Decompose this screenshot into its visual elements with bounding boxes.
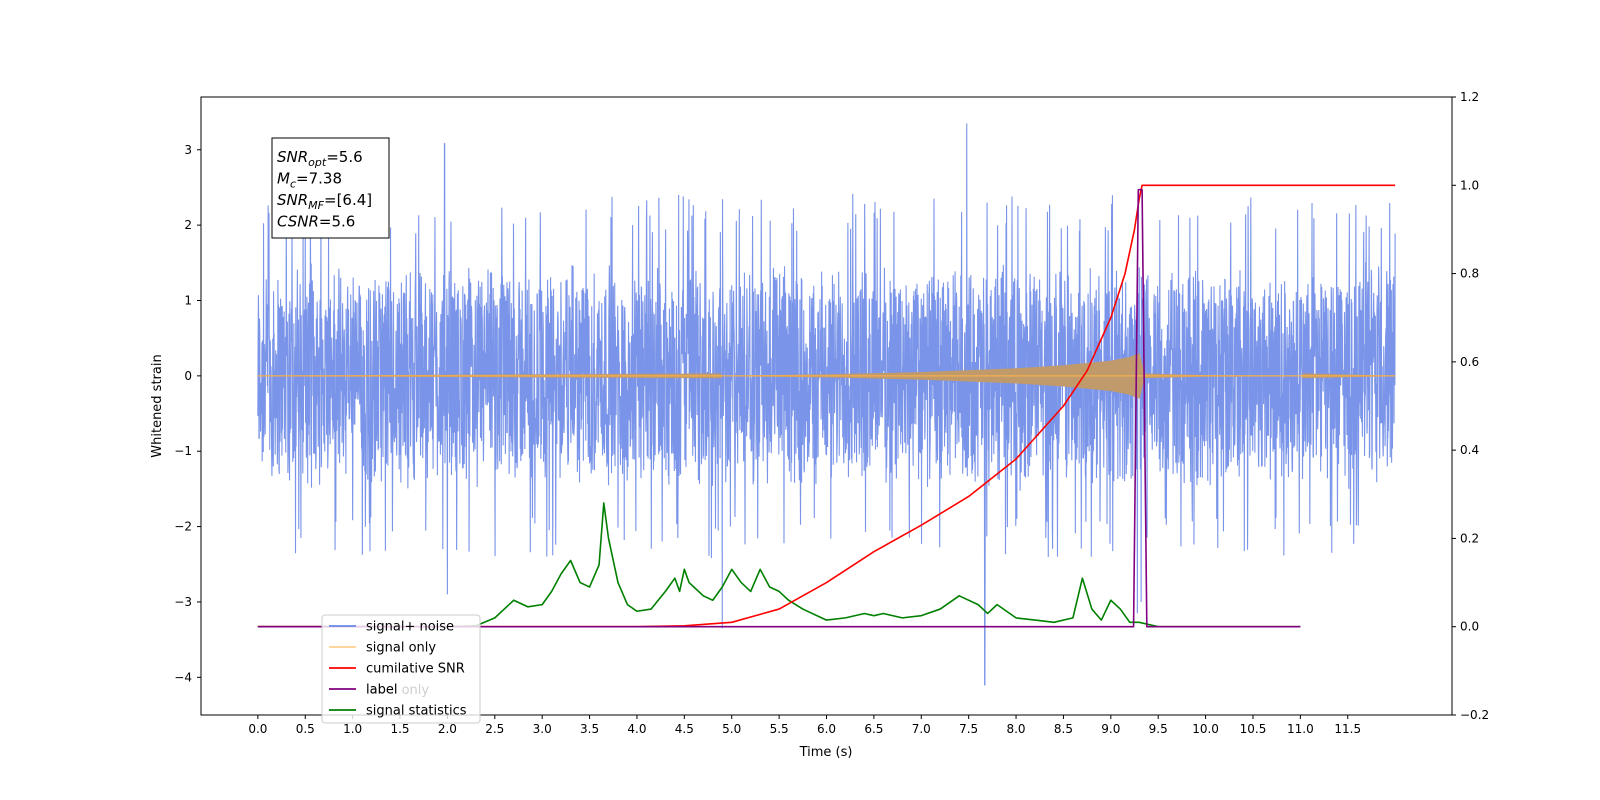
right-y-tick-label: 0.0 (1460, 620, 1479, 634)
left-y-tick-label: −4 (174, 670, 192, 684)
right-y-tick-label: 0.4 (1460, 443, 1479, 457)
legend-label-signal-only: signal only (366, 641, 436, 656)
annotation-line: SNRopt=5.6 (277, 148, 363, 169)
y-axis-label: Whitened strain (150, 354, 165, 457)
annotation-symbol: SNR (277, 191, 308, 209)
series-signal-noise-line (257, 123, 1396, 686)
left-y-tick-label: 0 (184, 369, 192, 383)
right-y-tick-label: 0.8 (1460, 267, 1479, 281)
series-layer (257, 123, 1396, 686)
left-y-tick-label: −2 (174, 520, 192, 534)
legend-label-signal-noise: signal+ noise (366, 620, 454, 635)
x-tick-label: 3.0 (533, 722, 552, 736)
x-tick-label: 1.5 (390, 722, 409, 736)
legend-label-label: label (366, 683, 397, 698)
left-y-tick-label: −3 (174, 595, 192, 609)
annotation-subscript: MF (308, 199, 324, 212)
x-tick-label: 9.0 (1101, 722, 1120, 736)
x-tick-label: 1.0 (343, 722, 362, 736)
annotation-symbol: M (277, 170, 290, 188)
x-tick-label: 0.5 (296, 722, 315, 736)
left-y-tick-label: 3 (184, 143, 192, 157)
x-tick-label: 7.0 (912, 722, 931, 736)
x-tick-label: 6.0 (817, 722, 836, 736)
right-y-tick-label: 0.6 (1460, 355, 1479, 369)
x-tick-label: 3.5 (580, 722, 599, 736)
legend-label-label-only: label only (366, 683, 429, 698)
x-tick-label: 2.0 (438, 722, 457, 736)
legend: label only signal+ noise signal only cumila… (321, 614, 481, 724)
x-tick-label: 4.5 (675, 722, 694, 736)
x-tick-label: 2.5 (485, 722, 504, 736)
x-tick-label: 11.5 (1334, 722, 1361, 736)
x-axis-label: Time (s) (799, 745, 853, 760)
legend-label-cumilative-snr: cumilative SNR (366, 662, 465, 677)
x-tick-label: 7.5 (959, 722, 978, 736)
left-y-tick-label: 1 (184, 293, 192, 307)
annotation-line: SNRMF=[6.4] (277, 191, 372, 212)
x-tick-label: 6.5 (864, 722, 883, 736)
x-tick-label: 8.5 (1054, 722, 1073, 736)
series-label-line (257, 188, 1301, 628)
annotation-line: Mc=7.38 (277, 170, 342, 191)
x-tick-label: 0.0 (248, 722, 267, 736)
legend-frame (321, 614, 481, 724)
right-y-tick-label: 1.0 (1460, 178, 1479, 192)
annotation-line: CSNR=5.6 (277, 213, 355, 231)
annotation-subscript: opt (308, 156, 327, 169)
annotation-value: =5.6 (319, 213, 355, 231)
annotation-box-frame (271, 137, 390, 239)
x-tick-label: 10.0 (1192, 722, 1219, 736)
x-axis-ticks: 0.0 0.5 1.0 1.5 2.0 2.5 3.0 3.5 4.0 4.5 5.0 5.5 6.0 6… (248, 715, 1361, 736)
annotation-value: =[6.4] (324, 191, 372, 209)
annotation-value: =5.6 (326, 148, 362, 166)
series-signal-statistics-line (257, 502, 1301, 628)
left-y-axis-ticks: 3 2 1 0 −1 −2 −3 −4 (174, 143, 201, 684)
annotation-symbol: SNR (277, 148, 308, 166)
right-y-tick-label: 1.2 (1460, 90, 1479, 104)
right-y-tick-label: −0.2 (1460, 708, 1489, 722)
left-y-tick-label: 2 (184, 218, 192, 232)
x-tick-label: 5.0 (722, 722, 741, 736)
series-cumilative-snr-line (257, 184, 1396, 628)
annotation-symbol: CSNR (277, 213, 319, 231)
x-tick-label: 9.5 (1149, 722, 1168, 736)
annotation-subscript: c (290, 178, 296, 191)
x-tick-label: 5.5 (770, 722, 789, 736)
left-y-tick-label: −1 (174, 444, 192, 458)
annotation-value: =7.38 (296, 170, 342, 188)
x-tick-label: 4.0 (627, 722, 646, 736)
right-y-tick-label: 0.2 (1460, 531, 1479, 545)
legend-label-signal-statistics: signal statistics (366, 704, 467, 719)
right-y-axis-ticks: 1.2 1.0 0.8 0.6 0.4 0.2 0.0 −0.2 (1452, 90, 1489, 722)
x-tick-label: 10.5 (1240, 722, 1267, 736)
x-tick-label: 8.0 (1006, 722, 1025, 736)
x-tick-label: 11.0 (1287, 722, 1314, 736)
